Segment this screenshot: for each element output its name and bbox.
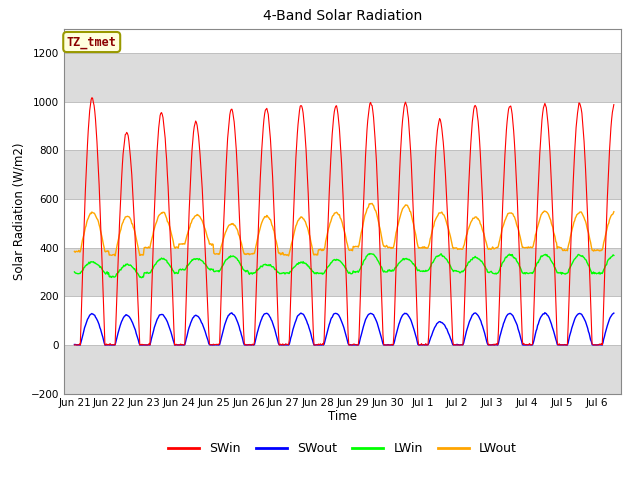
X-axis label: Time: Time xyxy=(328,410,357,423)
Bar xyxy=(64,53,621,102)
Bar xyxy=(64,248,621,296)
Bar xyxy=(64,150,621,199)
Title: 4-Band Solar Radiation: 4-Band Solar Radiation xyxy=(263,10,422,24)
Text: TZ_tmet: TZ_tmet xyxy=(67,36,116,48)
Y-axis label: Solar Radiation (W/m2): Solar Radiation (W/m2) xyxy=(12,143,25,280)
Bar xyxy=(64,345,621,394)
Legend: SWin, SWout, LWin, LWout: SWin, SWout, LWin, LWout xyxy=(163,437,522,460)
